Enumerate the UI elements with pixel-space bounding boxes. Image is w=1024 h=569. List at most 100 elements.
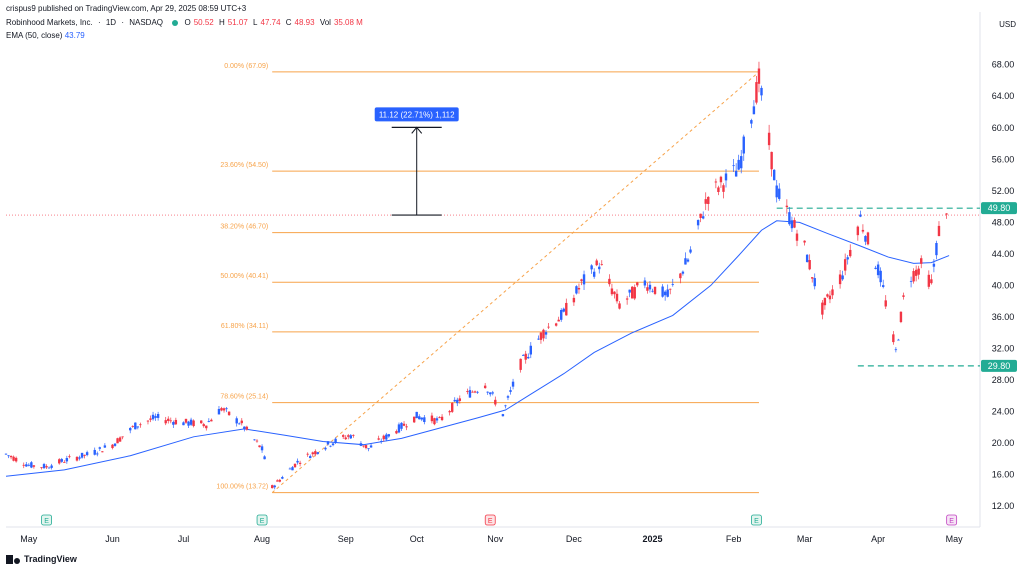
earnings-marker [751,514,762,526]
candle-body [298,462,302,464]
x-tick-label: Aug [254,534,270,544]
candle-body [838,274,842,285]
candle-body [846,257,849,260]
y-tick-label: 40.00 [992,280,1015,290]
candle-body [625,298,629,300]
candle-body [920,258,923,264]
candle-body [331,443,335,446]
candle-body [210,419,213,422]
candle-body [631,286,634,299]
candle-body [671,284,674,285]
earnings-marker-label: E [949,518,954,525]
candle-body [30,462,33,468]
candle-body [149,418,152,420]
candle-body [311,452,314,455]
candle-body [306,453,309,455]
candle-body [349,435,352,439]
candle-body [707,196,710,204]
candle-body [139,424,142,426]
candle-body [473,391,477,393]
candle-body [734,170,738,177]
candle-body [628,289,631,293]
candle-body [273,485,276,488]
candle-body [453,399,456,402]
candle-body [395,431,398,434]
candle-body [917,268,920,275]
candle-body [772,169,776,181]
candle-body [856,226,860,236]
candle-body [795,233,799,241]
candle-body [686,259,690,262]
candle-body [451,403,454,412]
candle-body [344,437,347,440]
candle-body [740,156,743,169]
candle-body [288,468,292,470]
x-tick-label: Apr [871,534,885,544]
candle-body [255,440,259,442]
earnings-marker-label: E [488,518,493,525]
x-tick-label: Feb [726,534,742,544]
candle-body [9,455,13,458]
candle-body [167,418,170,421]
candle-body [562,308,565,312]
ema-legend[interactable]: EMA (50, close) 43.79 [6,31,85,40]
candle-body [187,421,190,426]
candle-body [879,270,882,283]
candle-body [22,464,25,466]
earnings-marker-label: E [754,518,759,525]
candle-body [63,462,66,463]
y-tick-label: 28.00 [992,375,1015,385]
candle-body [156,414,160,418]
x-tick-label: Jul [178,534,190,544]
interval[interactable]: 1D [105,18,117,27]
candle-body [547,326,550,328]
tradingview-brand[interactable]: TradingView [6,554,77,564]
y-tick-label: 60.00 [992,123,1015,133]
candle-body [704,199,707,204]
published-line: crispus9 published on TradingView.com, A… [6,4,247,13]
candle-body [42,464,46,469]
candle-body [600,264,603,266]
candle-body [669,288,672,290]
candle-body [129,428,132,431]
earnings-marker [946,514,958,526]
candle-body [225,408,228,410]
candle-body [184,418,188,423]
candle-body [83,454,86,456]
candle-body [788,212,791,225]
candle-body [560,310,563,320]
candle-body [582,274,586,285]
candle-body [281,477,284,479]
candle-body [103,445,107,448]
candle-body [235,418,238,424]
candle-body [813,278,816,287]
candle-body [864,236,867,242]
earnings-marker-label: E [260,518,265,525]
candle-body [790,220,794,229]
candle-body [324,447,327,450]
y-tick-label: 20.00 [992,438,1015,448]
candle-body [613,291,616,295]
candle-body [113,443,117,446]
y-tick-label: 36.00 [992,312,1015,322]
candle-body [118,437,122,442]
level-price-label: 49.80 [988,203,1011,213]
candle-body [805,254,809,263]
candle-body [945,213,948,215]
candle-body [722,185,725,192]
symbol-name[interactable]: Robinhood Markets, Inc. [6,18,93,27]
candle-body [418,416,421,420]
candle-body [448,411,451,413]
candle-body [276,480,279,482]
candle-body [737,159,740,170]
candle-body [537,338,540,340]
candle-body [811,277,814,279]
candle-body [172,422,175,425]
candle-body [663,291,667,296]
candle-body [131,426,134,427]
candle-body [415,411,418,419]
currency-label[interactable]: USD [999,20,1016,29]
candle-body [278,479,282,482]
